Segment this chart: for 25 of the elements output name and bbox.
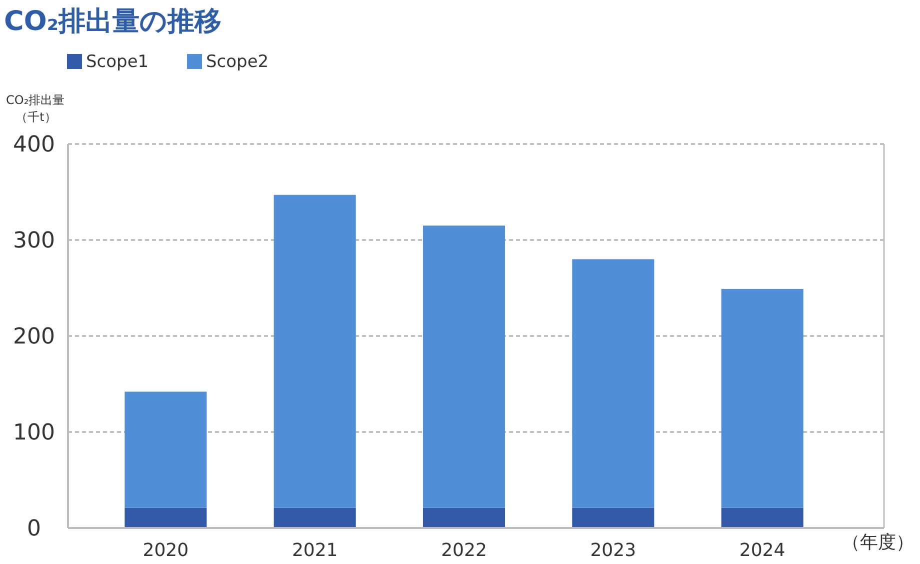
y-tick-label: 100 <box>13 420 55 446</box>
chart-title: CO₂排出量の推移 <box>4 6 222 37</box>
bar <box>124 392 207 508</box>
legend-label: Scope2 <box>206 52 269 72</box>
bar <box>572 508 654 528</box>
y-tick-label: 200 <box>13 324 55 350</box>
bar <box>274 194 356 508</box>
x-tick-label: 2023 <box>590 540 636 561</box>
legend-label: Scope1 <box>86 52 149 72</box>
y-axis-title: CO₂排出量（千t） <box>6 93 65 124</box>
bar <box>124 508 207 528</box>
x-tick-label: 2020 <box>142 540 189 561</box>
y-tick-label: 300 <box>13 228 55 254</box>
bar <box>721 288 804 508</box>
x-tick-label: 2021 <box>292 540 338 561</box>
bar <box>274 508 356 528</box>
bar <box>572 259 654 508</box>
x-tick-label: 2024 <box>739 540 786 561</box>
x-tick-label: 2022 <box>441 540 487 561</box>
y-tick-label: 0 <box>27 516 41 542</box>
bar <box>422 508 506 528</box>
bar <box>422 226 506 508</box>
x-axis-title: （年度） <box>842 532 914 553</box>
bar <box>721 508 804 528</box>
y-tick-label: 400 <box>13 132 55 158</box>
